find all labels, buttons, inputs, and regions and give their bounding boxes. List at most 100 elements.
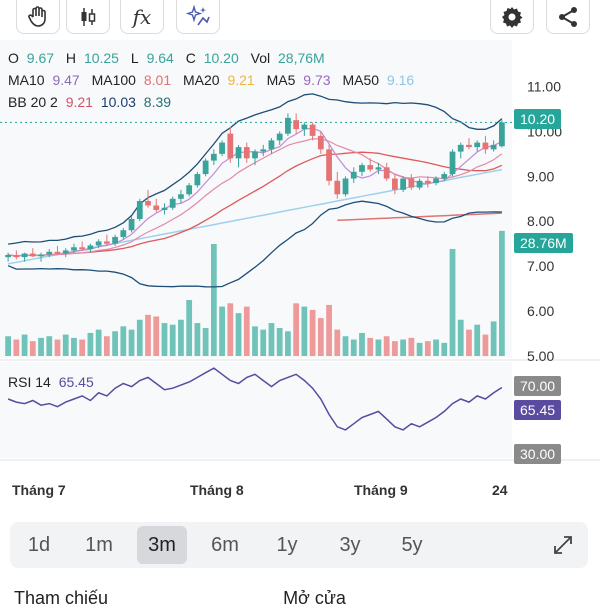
settings-button[interactable] xyxy=(490,0,534,34)
volume-bar xyxy=(5,336,11,356)
candle-body xyxy=(153,205,160,210)
chart-area[interactable]: 11.00 10.00 9.00 8.00 7.00 6.00 5.00 O 9.67 H … xyxy=(0,40,600,470)
candle-body xyxy=(482,142,489,150)
candle-body xyxy=(46,251,53,255)
volume-bar xyxy=(186,300,193,356)
volume-bar xyxy=(416,342,423,356)
low-value: 9.64 xyxy=(146,50,174,66)
volume-bar xyxy=(243,306,250,356)
volume-bar xyxy=(46,336,53,356)
candle-body xyxy=(490,144,497,150)
volume-bar xyxy=(169,324,176,356)
ma5-label: MA5 xyxy=(266,72,296,88)
close-label: C xyxy=(185,50,196,66)
candle-body xyxy=(5,254,11,258)
volume-bar xyxy=(268,323,275,356)
candle-body xyxy=(433,178,439,184)
volume-bar xyxy=(375,339,382,356)
candle-body xyxy=(219,142,225,154)
range-3m[interactable]: 3m xyxy=(137,526,187,564)
candle-body xyxy=(342,178,349,195)
bb-lower-value: 8.39 xyxy=(143,94,172,110)
volume-bar xyxy=(466,329,472,356)
candle-body xyxy=(400,178,407,190)
range-1d[interactable]: 1d xyxy=(27,533,51,556)
chart-type-button[interactable] xyxy=(66,0,110,34)
range-6m[interactable]: 6m xyxy=(211,533,239,556)
range-selector: 1d 1m 3m 6m 1y 3y 5y xyxy=(10,522,588,568)
high-value: 10.25 xyxy=(83,50,119,66)
y-tick-label: 8.00 xyxy=(527,213,554,229)
range-5y[interactable]: 5y xyxy=(401,533,423,556)
range-1m[interactable]: 1m xyxy=(85,533,113,556)
bb-upper-line xyxy=(8,93,503,245)
fullscreen-button[interactable] xyxy=(548,530,578,560)
volume-bar xyxy=(120,326,127,356)
volume-bar xyxy=(136,319,143,356)
y-tick-label: 9.00 xyxy=(527,168,554,184)
volume-bar xyxy=(71,337,77,356)
candle-body xyxy=(178,194,184,199)
volume-bar xyxy=(13,339,20,356)
candle-body xyxy=(408,178,415,188)
function-label: fx xyxy=(132,4,152,29)
volume-bar xyxy=(424,341,431,356)
volume-bar xyxy=(178,319,184,356)
range-3y[interactable]: 3y xyxy=(339,533,361,556)
candle-body xyxy=(243,147,250,159)
low-label: L xyxy=(130,50,139,66)
candle-body xyxy=(392,178,398,190)
bb-legend: BB 20 2 9.21 10.03 8.39 xyxy=(8,92,175,112)
rsi-upper-tag: 70.00 xyxy=(514,376,562,396)
close-value: 10.20 xyxy=(203,50,239,66)
volume-bar xyxy=(441,342,448,356)
volume-bar xyxy=(202,328,209,356)
candle-body xyxy=(210,153,217,161)
volume-bar xyxy=(227,303,234,356)
volume-bar xyxy=(317,318,324,356)
share-button[interactable] xyxy=(546,0,590,34)
ma50-value: 9.16 xyxy=(386,72,415,88)
ma50-label: MA50 xyxy=(342,72,380,88)
rsi-panel-background xyxy=(0,362,512,458)
candle-body xyxy=(441,174,448,179)
share-icon xyxy=(559,6,577,27)
volume-bar xyxy=(260,329,267,356)
volume-bar xyxy=(326,304,332,356)
candle-body xyxy=(367,165,374,170)
last-price-tag: 10.20 xyxy=(514,109,562,129)
volume-bar xyxy=(392,341,398,356)
y-tick-label: 6.00 xyxy=(527,303,554,319)
candle-body xyxy=(145,201,151,206)
candle-body xyxy=(424,180,431,184)
hand-tool-button[interactable] xyxy=(16,0,60,34)
x-label-thang-7: Tháng 7 xyxy=(12,482,66,498)
volume-bar xyxy=(350,339,357,356)
range-1y[interactable]: 1y xyxy=(276,533,298,556)
volume-bar xyxy=(54,339,61,356)
volume-bar xyxy=(95,329,102,356)
volume-bar xyxy=(474,324,481,356)
volume-bar xyxy=(285,331,291,356)
candle-body xyxy=(79,247,86,250)
volume-bar xyxy=(301,306,308,356)
candle-body xyxy=(334,180,341,195)
y-tick-label: 7.00 xyxy=(527,258,554,274)
chart-toolbar: fx xyxy=(0,0,600,40)
volume-bar xyxy=(210,244,217,356)
candle-body xyxy=(194,174,201,186)
rsi-legend: RSI 14 65.45 xyxy=(8,372,98,392)
auto-analysis-button[interactable] xyxy=(176,0,220,34)
ma10-value: 9.47 xyxy=(52,72,80,88)
x-label-thang-8: Tháng 8 xyxy=(190,482,244,498)
indicators-button[interactable]: fx xyxy=(120,0,164,34)
bb-lower-line xyxy=(7,200,502,288)
bottom-stats-row: Tham chiếu Mở cửa xyxy=(14,588,346,609)
volume-bar xyxy=(194,323,201,356)
expand-icon xyxy=(554,536,572,554)
candle-body xyxy=(136,201,143,219)
volume-bar xyxy=(449,248,456,356)
volume-bar xyxy=(252,326,258,356)
bb-upper-value: 9.21 xyxy=(65,94,93,110)
